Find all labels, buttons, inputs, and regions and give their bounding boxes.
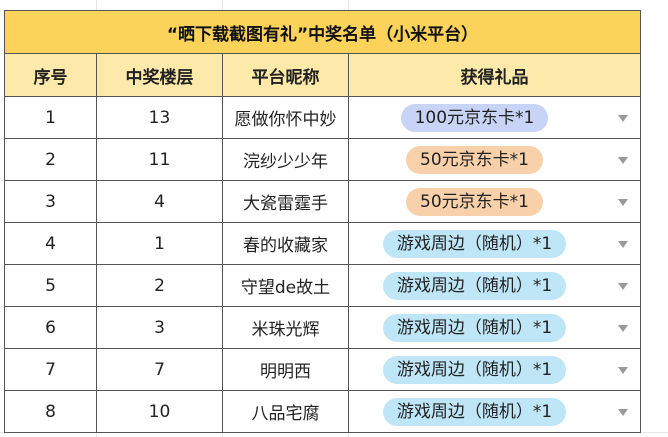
prize-tag: 游戏周边（随机）*1 <box>382 397 567 426</box>
prize-tag: 游戏周边（随机）*1 <box>382 313 567 342</box>
table-row: 2 11 浣纱少少年 50元京东卡*1 <box>4 138 641 181</box>
cell-prize[interactable]: 100元京东卡*1 <box>348 96 641 139</box>
cell-nickname[interactable]: 米珠光辉 <box>222 306 349 349</box>
cell-index[interactable]: 2 <box>4 138 97 181</box>
cell-floor[interactable]: 11 <box>96 138 223 181</box>
header-row: 序号 中奖楼层 平台昵称 获得礼品 <box>4 53 641 97</box>
dropdown-arrow-icon[interactable] <box>618 366 628 374</box>
cell-floor[interactable]: 7 <box>96 348 223 391</box>
cell-floor[interactable]: 4 <box>96 180 223 223</box>
dropdown-arrow-icon[interactable] <box>618 282 628 290</box>
cell-nickname[interactable]: 愿做你怀中妙 <box>222 96 349 139</box>
table-row: 5 2 守望de故土 游戏周边（随机）*1 <box>4 264 641 307</box>
table-row: 8 10 八品宅腐 游戏周边（随机）*1 <box>4 390 641 433</box>
prize-tag: 50元京东卡*1 <box>406 187 543 216</box>
dropdown-arrow-icon[interactable] <box>618 198 628 206</box>
cell-nickname[interactable]: 八品宅腐 <box>222 390 349 433</box>
cell-index[interactable]: 5 <box>4 264 97 307</box>
table-row: 3 4 大瓷雷霆手 50元京东卡*1 <box>4 180 641 223</box>
cell-prize[interactable]: 游戏周边（随机）*1 <box>348 390 641 433</box>
cell-index[interactable]: 3 <box>4 180 97 223</box>
table-row: 1 13 愿做你怀中妙 100元京东卡*1 <box>4 96 641 139</box>
cell-index[interactable]: 6 <box>4 306 97 349</box>
cell-index[interactable]: 8 <box>4 390 97 433</box>
table-title[interactable]: “晒下载截图有礼”中奖名单（小米平台） <box>4 10 641 54</box>
dropdown-arrow-icon[interactable] <box>618 240 628 248</box>
cell-prize[interactable]: 50元京东卡*1 <box>348 138 641 181</box>
prize-tag: 游戏周边（随机）*1 <box>382 355 567 384</box>
header-nickname[interactable]: 平台昵称 <box>222 53 349 97</box>
cell-nickname[interactable]: 守望de故土 <box>222 264 349 307</box>
table-row: 4 1 春的收藏家 游戏周边（随机）*1 <box>4 222 641 265</box>
cell-prize[interactable]: 50元京东卡*1 <box>348 180 641 223</box>
grid-line <box>0 432 668 433</box>
cell-index[interactable]: 1 <box>4 96 97 139</box>
cell-nickname[interactable]: 大瓷雷霆手 <box>222 180 349 223</box>
cell-nickname[interactable]: 春的收藏家 <box>222 222 349 265</box>
dropdown-arrow-icon[interactable] <box>618 156 628 164</box>
cell-index[interactable]: 7 <box>4 348 97 391</box>
cell-floor[interactable]: 13 <box>96 96 223 139</box>
cell-floor[interactable]: 3 <box>96 306 223 349</box>
prize-tag: 游戏周边（随机）*1 <box>382 271 567 300</box>
cell-floor[interactable]: 2 <box>96 264 223 307</box>
cell-prize[interactable]: 游戏周边（随机）*1 <box>348 264 641 307</box>
table-row: 7 7 明明西 游戏周边（随机）*1 <box>4 348 641 391</box>
cell-floor[interactable]: 10 <box>96 390 223 433</box>
cell-prize[interactable]: 游戏周边（随机）*1 <box>348 306 641 349</box>
header-index[interactable]: 序号 <box>4 53 97 97</box>
header-floor[interactable]: 中奖楼层 <box>96 53 223 97</box>
prize-tag: 100元京东卡*1 <box>400 103 549 132</box>
prize-tag: 50元京东卡*1 <box>406 145 543 174</box>
dropdown-arrow-icon[interactable] <box>618 114 628 122</box>
cell-nickname[interactable]: 明明西 <box>222 348 349 391</box>
prize-tag: 游戏周边（随机）*1 <box>382 229 567 258</box>
dropdown-arrow-icon[interactable] <box>618 324 628 332</box>
dropdown-arrow-icon[interactable] <box>618 408 628 416</box>
title-row: “晒下载截图有礼”中奖名单（小米平台） <box>4 10 641 54</box>
cell-floor[interactable]: 1 <box>96 222 223 265</box>
header-prize[interactable]: 获得礼品 <box>348 53 641 97</box>
cell-index[interactable]: 4 <box>4 222 97 265</box>
cell-nickname[interactable]: 浣纱少少年 <box>222 138 349 181</box>
table-row: 6 3 米珠光辉 游戏周边（随机）*1 <box>4 306 641 349</box>
cell-prize[interactable]: 游戏周边（随机）*1 <box>348 222 641 265</box>
cell-prize[interactable]: 游戏周边（随机）*1 <box>348 348 641 391</box>
